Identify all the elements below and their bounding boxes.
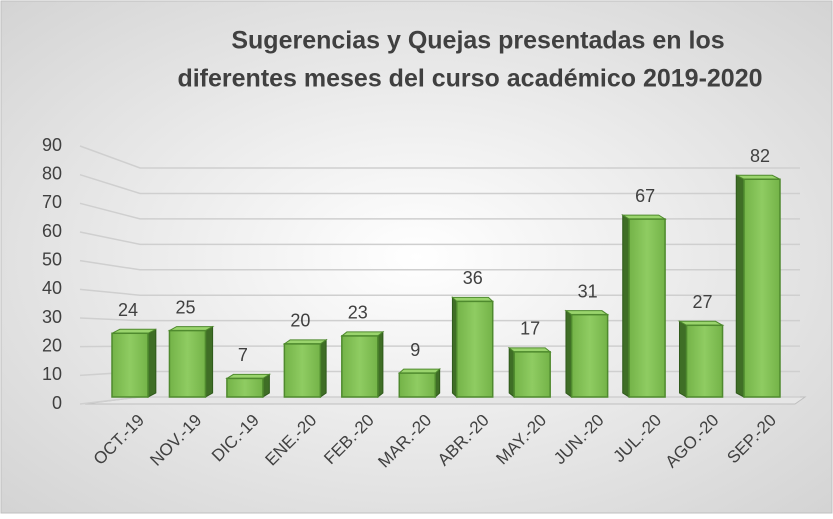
bar-front bbox=[226, 377, 264, 398]
bar bbox=[451, 296, 494, 399]
data-label: 36 bbox=[463, 268, 483, 288]
bar-side bbox=[565, 309, 573, 398]
bar-side bbox=[622, 214, 630, 398]
bar bbox=[340, 330, 385, 399]
bar-side bbox=[377, 330, 384, 399]
bar-front bbox=[685, 324, 724, 398]
bar-side bbox=[735, 174, 745, 398]
chart-title: diferentes meses del curso académico 201… bbox=[177, 65, 762, 93]
data-label: 17 bbox=[520, 319, 540, 339]
y-tick-label: 80 bbox=[42, 163, 62, 183]
grid-line bbox=[79, 145, 800, 169]
y-tick-label: 30 bbox=[42, 307, 62, 327]
bar bbox=[677, 320, 725, 398]
y-tick-label: 0 bbox=[52, 393, 62, 413]
bar-front bbox=[743, 178, 781, 398]
data-label: 9 bbox=[410, 340, 420, 360]
bar-side bbox=[319, 338, 327, 398]
bar bbox=[225, 373, 272, 398]
data-label: 23 bbox=[348, 303, 368, 323]
bar-front bbox=[168, 329, 207, 398]
bar-front bbox=[341, 335, 379, 398]
data-label: 24 bbox=[118, 300, 138, 320]
bar-front bbox=[513, 351, 551, 398]
y-tick-label: 60 bbox=[42, 221, 62, 241]
y-tick-label: 20 bbox=[42, 335, 62, 355]
y-tick-label: 90 bbox=[42, 135, 62, 155]
data-label: 7 bbox=[238, 345, 248, 365]
grid-line bbox=[79, 231, 800, 246]
y-tick-label: 50 bbox=[42, 249, 62, 269]
data-label: 20 bbox=[290, 311, 310, 331]
bar-side bbox=[678, 320, 688, 398]
bar-side bbox=[147, 328, 157, 398]
y-tick-label: 40 bbox=[42, 278, 62, 298]
bar-front bbox=[628, 218, 666, 398]
bar-front bbox=[455, 300, 494, 398]
bar bbox=[397, 367, 441, 399]
grid-line bbox=[79, 173, 800, 195]
bar-front bbox=[570, 313, 609, 398]
y-tick-label: 10 bbox=[42, 364, 62, 384]
bar-front bbox=[398, 372, 437, 398]
data-label: 82 bbox=[750, 146, 770, 166]
bar bbox=[167, 325, 215, 398]
floor bbox=[84, 396, 807, 405]
data-label: 31 bbox=[578, 281, 598, 301]
grid-line bbox=[79, 202, 800, 220]
bar bbox=[564, 309, 610, 398]
bar bbox=[507, 346, 552, 399]
bar bbox=[282, 338, 328, 398]
data-label: 67 bbox=[635, 186, 655, 206]
grid-line bbox=[79, 259, 800, 271]
bar-front bbox=[283, 343, 322, 398]
bar bbox=[620, 214, 667, 398]
grid-line bbox=[79, 288, 800, 296]
bar-side bbox=[204, 325, 214, 398]
bar bbox=[735, 174, 781, 398]
bar bbox=[111, 328, 157, 398]
bar-front bbox=[111, 332, 149, 398]
y-tick-label: 70 bbox=[42, 192, 62, 212]
chart-title: Sugerencias y Quejas presentadas en los bbox=[231, 27, 724, 55]
data-label: 27 bbox=[693, 292, 713, 312]
data-label: 25 bbox=[175, 297, 195, 317]
